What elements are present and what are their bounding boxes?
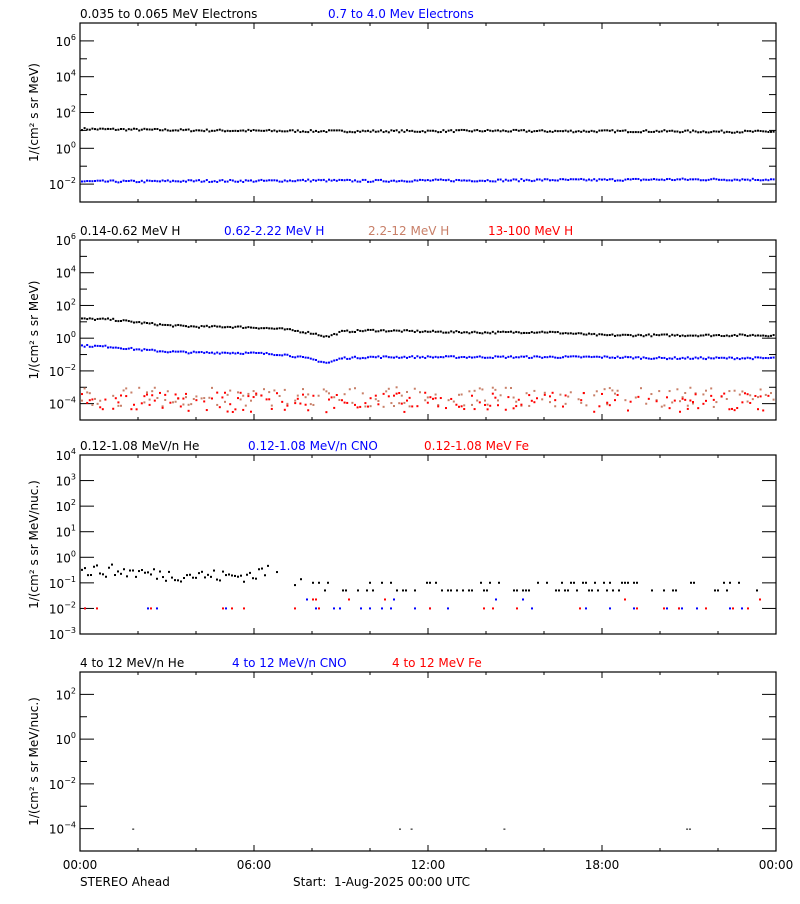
y-tick-label: 102 [56,297,76,313]
y-tick-label: 10−2 [49,176,76,192]
y-tick-label: 102 [56,498,76,514]
legend-entry: 4 to 12 MeV/n CNO [232,656,347,670]
y-tick-label: 104 [56,69,76,85]
legend-entry: 4 to 12 MeV/n He [80,656,184,670]
y-tick-label: 10−4 [49,396,76,412]
x-axis-labels: 00:00 06:00 12:00 18:00 00:00 [63,858,794,872]
legend-entry: 0.12-1.08 MeV/n He [80,439,199,453]
series-points [81,177,775,184]
x-tick-label: 00:00 [759,858,794,872]
y-tick-label: 106 [56,33,76,49]
y-tick-label: 10−4 [49,821,76,837]
y-tick-label: 104 [56,447,76,463]
legend-entry: 13-100 MeV H [488,224,573,238]
legend-entry: 0.7 to 4.0 Mev Electrons [328,7,474,21]
legend-entry: 2.2-12 MeV H [368,224,449,238]
y-tick-label: 106 [56,232,76,248]
y-axis-label: 1/(cm² s sr MeV) [27,281,41,380]
series-points [81,317,775,338]
legend-entry: 4 to 12 MeV Fe [392,656,482,670]
y-tick-label: 10−2 [49,363,76,379]
series-points [81,386,775,408]
legend-entry: 0.12-1.08 MeV/n CNO [248,439,378,453]
y-tick-label: 100 [56,140,76,156]
x-tick-label: 06:00 [237,858,272,872]
y-tick-label: 100 [56,330,76,346]
y-tick-label: 10−2 [49,600,76,616]
y-tick-label: 10−2 [49,776,76,792]
y-tick-label: 104 [56,265,76,281]
y-tick-label: 100 [56,549,76,565]
x-tick-label: 00:00 [63,858,98,872]
legend-entry: 0.14-0.62 MeV H [80,224,180,238]
y-tick-label: 10−3 [49,626,76,642]
panel-1: 10−2 100 102 104 106 1/(cm² s sr MeV) 0.035 to… [27,7,777,203]
x-tick-label: 12:00 [411,858,446,872]
panel-4: 10−4 10−2 100 102 1/(cm² s sr MeV/nuc.) 4 to … [27,656,777,852]
series-points [81,344,775,364]
spacecraft-label: STEREO Ahead [80,875,170,889]
y-tick-label: 101 [56,524,76,540]
panel-3: 10−3 10−2 10−1 100 101 102 103 104 1/(cm² s sr M… [27,439,777,642]
x-tick-label: 18:00 [585,858,620,872]
series-points [132,828,691,830]
series-points [81,391,770,414]
plot-frame [79,22,777,203]
legend-entry: 0.62-2.22 MeV H [224,224,324,238]
start-time-label: Start: 1-Aug-2025 00:00 UTC [293,875,470,889]
legend-entry: 0.035 to 0.065 MeV Electrons [80,7,257,21]
plot-frame [79,454,777,635]
series-points [81,127,775,134]
series-points [81,563,758,592]
plot-frame [79,671,777,852]
y-axis-label: 1/(cm² s sr MeV/nuc.) [27,480,41,609]
y-axis-label: 1/(cm² s sr MeV/nuc.) [27,697,41,826]
y-tick-label: 100 [56,731,76,747]
y-tick-label: 102 [56,686,76,702]
y-axis-label: 1/(cm² s sr MeV) [27,63,41,162]
series-points [84,598,743,610]
plot-frame [79,239,777,421]
y-tick-label: 103 [56,473,76,489]
legend-entry: 0.12-1.08 MeV Fe [424,439,529,453]
panel-2: 10−4 10−2 100 102 104 106 1/(cm² s sr MeV) 0.14… [27,224,777,421]
y-tick-label: 102 [56,105,76,121]
y-tick-label: 10−1 [49,575,76,591]
series-points [84,598,761,610]
